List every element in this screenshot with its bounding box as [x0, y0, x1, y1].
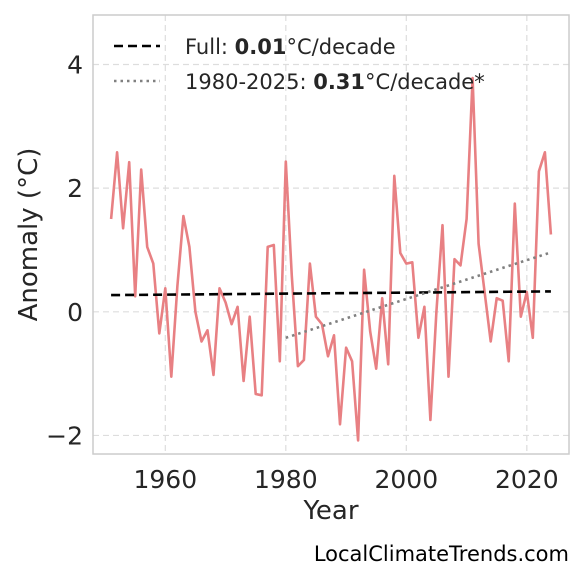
x-tick-label: 1980 [254, 465, 318, 494]
legend: Full: 0.01°C/decade 1980-2025: 0.31°C/de… [114, 35, 485, 94]
x-axis-label: Year [302, 496, 358, 526]
legend-recent-rate: 0.31 [313, 70, 365, 94]
tick-labels: 1960 1980 2000 2020 −2 0 2 4 [46, 50, 558, 494]
x-tick-label: 2020 [495, 465, 559, 494]
y-tick-label: −2 [46, 421, 83, 450]
anomaly-series-line [109, 76, 553, 442]
site-credit: LocalClimateTrends.com [314, 542, 569, 566]
y-tick-label: 4 [67, 50, 83, 79]
legend-full-rate: 0.01 [235, 35, 287, 59]
x-tick-label: 2000 [375, 465, 439, 494]
x-tick-label: 1960 [133, 465, 197, 494]
legend-recent-unit: °C/decade* [365, 70, 485, 94]
legend-entry-1980-2025: 1980-2025: 0.31°C/decade* [185, 70, 485, 94]
y-tick-label: 2 [67, 174, 83, 203]
full-trend-line [111, 290, 551, 297]
legend-full-unit: °C/decade [287, 35, 396, 59]
plot-frame [92, 14, 570, 455]
legend-full-prefix: Full: [185, 35, 235, 59]
y-tick-label: 0 [67, 298, 83, 327]
trend-1980-2025-line [285, 251, 552, 340]
y-axis-label: Anomaly (°C) [14, 148, 44, 322]
series-lines [109, 76, 553, 442]
grid-lines [93, 15, 569, 454]
legend-entry-full: Full: 0.01°C/decade [185, 35, 396, 59]
legend-recent-prefix: 1980-2025: [185, 70, 313, 94]
